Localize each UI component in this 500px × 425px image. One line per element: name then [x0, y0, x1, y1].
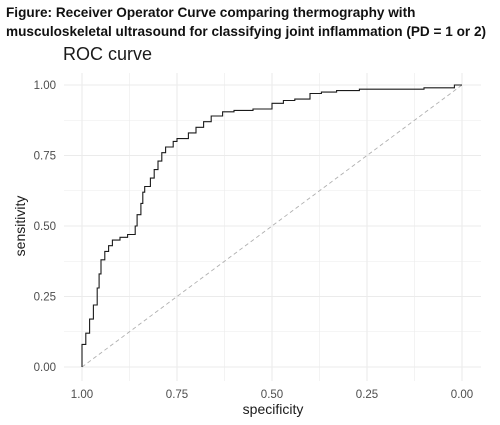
y-tick-label: 1.00 — [34, 80, 56, 92]
figure-caption-line-1: Figure: Receiver Operator Curve comparin… — [6, 5, 416, 20]
y-axis-title: sensitivity — [12, 196, 28, 257]
x-tick-label: 0.00 — [451, 389, 473, 401]
y-tick-label: 0.75 — [34, 151, 56, 163]
figure-caption: Figure: Receiver Operator Curve comparin… — [6, 3, 496, 41]
reference-diagonal-line — [81, 84, 463, 368]
x-tick-label: 0.75 — [166, 389, 188, 401]
tick-layer: 1.00 0.75 0.50 0.25 0.00 0.00 0.25 0.50 0.75 1.00 — [34, 80, 474, 401]
y-tick-label: 0.00 — [34, 362, 56, 374]
grid-layer — [64, 73, 481, 381]
chart-title: ROC curve — [63, 44, 152, 64]
y-tick-label: 0.50 — [34, 221, 56, 233]
roc-curve-line — [81, 84, 462, 367]
y-tick-label: 0.25 — [34, 292, 56, 304]
figure-caption-line-2: musculoskeletal ultrasound for classifyi… — [6, 24, 487, 39]
x-tick-label: 0.25 — [356, 389, 378, 401]
x-tick-label: 0.50 — [261, 389, 283, 401]
data-layer — [81, 84, 463, 368]
x-tick-label: 1.00 — [71, 389, 93, 401]
x-axis-title: specificity — [243, 401, 304, 417]
